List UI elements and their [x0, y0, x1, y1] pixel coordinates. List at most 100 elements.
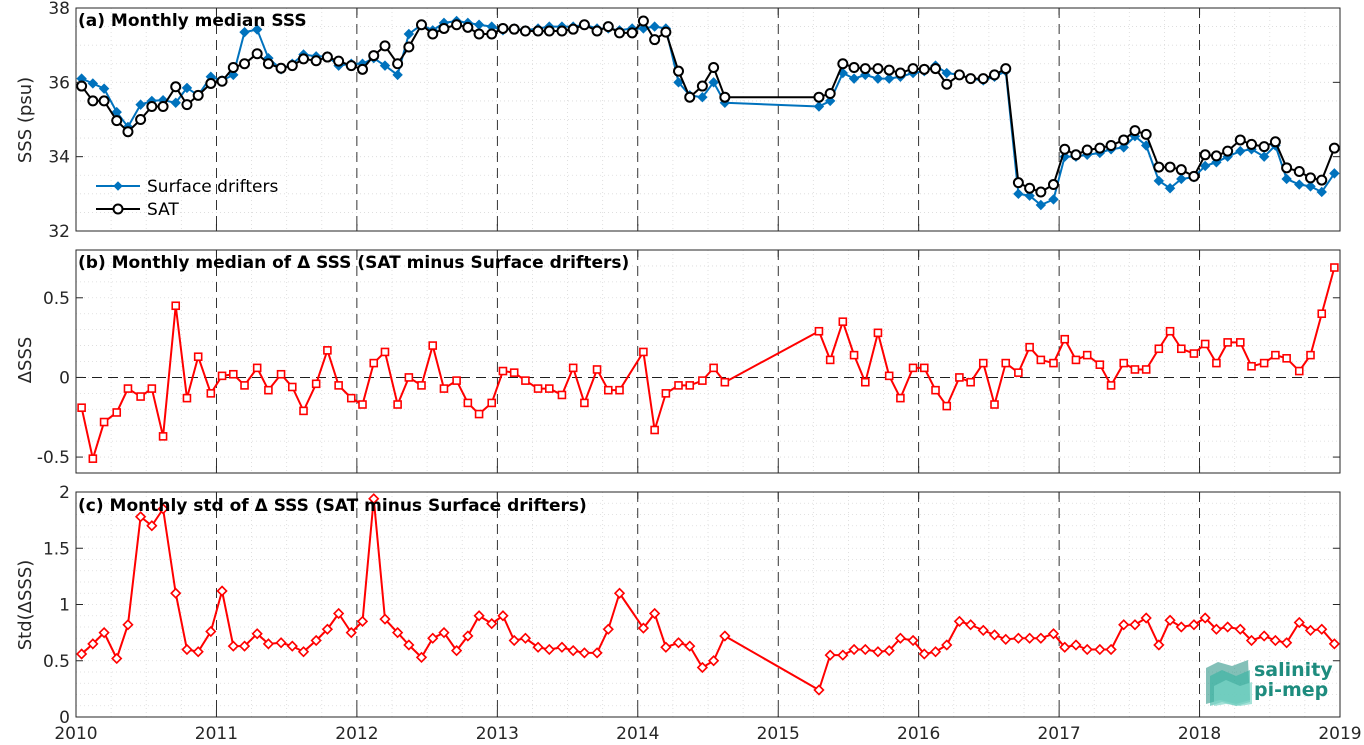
data-point	[813, 101, 825, 112]
data-point	[369, 358, 379, 368]
data-point	[907, 63, 919, 75]
data-point	[216, 75, 228, 87]
data-point	[379, 60, 391, 71]
y-tick-label: 0	[59, 368, 70, 388]
data-point	[860, 377, 870, 387]
data-point	[1165, 326, 1175, 336]
legend-sat-marker	[112, 203, 124, 215]
y-tick-label: 36	[48, 73, 70, 93]
data-point	[462, 21, 474, 33]
data-point	[380, 347, 390, 357]
data-point	[1317, 309, 1327, 319]
data-point	[427, 28, 439, 40]
data-point	[698, 376, 707, 385]
data-point	[649, 21, 660, 32]
y-tick-label: 1	[59, 596, 70, 616]
data-point	[532, 641, 544, 653]
data-point	[556, 641, 568, 653]
data-point	[276, 369, 286, 379]
data-point	[111, 115, 123, 127]
logo-wave-icon	[1206, 660, 1252, 706]
data-point	[508, 23, 520, 35]
data-point	[894, 67, 906, 79]
data-point	[239, 26, 250, 38]
data-point	[908, 363, 918, 373]
panel-a-ylabel: SSS (psu)	[15, 77, 36, 163]
data-point	[896, 393, 905, 403]
data-point	[521, 376, 530, 385]
data-point	[77, 403, 86, 412]
data-point	[487, 398, 497, 408]
data-point	[1212, 358, 1221, 368]
data-point	[182, 393, 192, 403]
data-point	[849, 350, 859, 360]
data-point	[719, 630, 731, 642]
data-point	[452, 376, 461, 385]
panel-b-frame	[75, 249, 1341, 474]
data-point	[181, 643, 193, 656]
data-point	[603, 385, 613, 395]
data-point	[1235, 145, 1246, 157]
data-point	[591, 25, 603, 37]
data-point	[813, 684, 825, 696]
data-point	[298, 53, 310, 65]
data-point	[135, 114, 147, 125]
data-point	[1047, 628, 1060, 640]
panel-b-grid	[76, 249, 1340, 474]
data-point	[813, 91, 825, 103]
data-point	[1014, 368, 1023, 377]
data-point	[1119, 358, 1129, 368]
data-point	[227, 640, 239, 652]
data-point	[719, 91, 731, 103]
data-point	[171, 301, 181, 311]
data-point	[660, 641, 672, 653]
data-point	[1189, 349, 1199, 358]
data-point	[310, 55, 322, 67]
data-point	[462, 630, 474, 642]
data-point	[311, 379, 321, 389]
data-point	[919, 363, 929, 373]
data-point	[1060, 334, 1070, 344]
data-point	[403, 41, 415, 53]
salinity-pi-mep-logo: salinity pi-mep	[1206, 659, 1333, 706]
data-point	[814, 326, 824, 336]
data-point	[275, 62, 287, 74]
data-point	[275, 637, 287, 649]
data-point	[439, 384, 449, 393]
data-point	[157, 100, 169, 112]
data-point	[217, 371, 227, 381]
data-point	[473, 28, 485, 40]
data-point	[181, 82, 193, 94]
data-point	[953, 69, 965, 81]
data-point	[613, 587, 626, 599]
y-tick-label: -0.5	[37, 448, 70, 468]
data-point	[287, 382, 297, 392]
data-point	[824, 95, 836, 107]
legend-drifters-label: Surface drifters	[147, 177, 278, 197]
data-point	[848, 73, 860, 84]
data-point	[556, 25, 568, 37]
data-point	[497, 610, 509, 622]
data-point	[907, 634, 919, 647]
data-point	[486, 617, 498, 630]
data-point	[1024, 190, 1035, 201]
data-point	[872, 63, 884, 75]
data-point	[1129, 619, 1141, 631]
data-point	[333, 55, 345, 67]
data-point	[146, 520, 158, 532]
data-point	[227, 61, 239, 73]
data-point	[661, 389, 671, 398]
data-point	[112, 408, 122, 417]
data-point	[673, 77, 684, 88]
legend-sat-label: SAT	[147, 200, 179, 220]
data-point	[1049, 358, 1058, 368]
data-point	[626, 27, 638, 39]
data-point	[346, 393, 356, 403]
data-point	[615, 385, 624, 395]
data-point	[1129, 125, 1141, 137]
data-point	[451, 19, 463, 31]
data-point	[379, 40, 391, 52]
data-point	[76, 80, 88, 92]
data-point	[1164, 161, 1176, 173]
data-point	[1329, 168, 1340, 179]
